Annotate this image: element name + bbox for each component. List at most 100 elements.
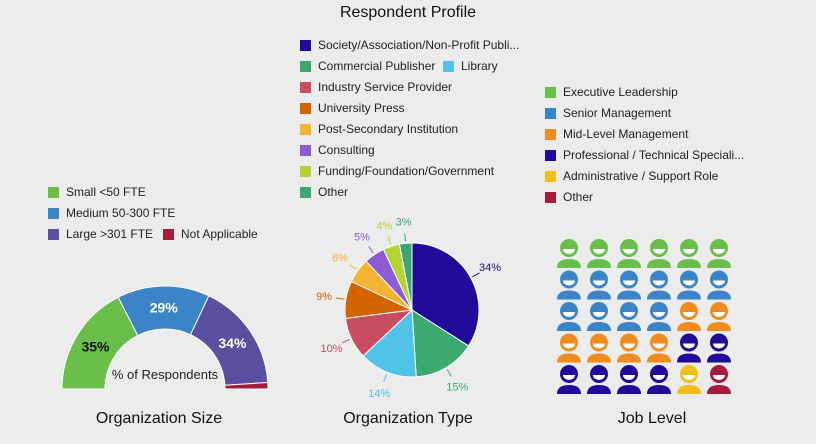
legend-swatch xyxy=(300,186,311,198)
legend-item[interactable]: Commercial Publisher xyxy=(300,59,435,73)
pie-label: 14% xyxy=(368,388,390,400)
pie-leader-line xyxy=(342,338,350,344)
legend-item[interactable]: University Press xyxy=(300,101,405,115)
person-icon xyxy=(647,239,671,268)
pie-leader-line xyxy=(387,236,392,245)
gauge-segment[interactable] xyxy=(224,382,269,390)
pie-leader-line xyxy=(368,246,374,254)
legend-swatch xyxy=(545,191,556,203)
legend-item[interactable]: Library xyxy=(443,59,498,73)
pie-leader-line xyxy=(472,272,480,278)
person-icon xyxy=(647,270,671,300)
legend-label: Library xyxy=(461,59,498,73)
pie-label: 10% xyxy=(320,343,342,355)
legend-item[interactable]: Executive Leadership xyxy=(545,85,678,99)
person-icon xyxy=(677,270,701,300)
legend-swatch xyxy=(300,123,311,135)
person-icon xyxy=(707,239,731,268)
legend-label: Other xyxy=(318,185,349,199)
legend-label: Commercial Publisher xyxy=(318,59,436,73)
org-type-title: Organization Type xyxy=(343,410,473,427)
pie-slice[interactable] xyxy=(398,242,413,311)
person-icon xyxy=(557,270,581,300)
legend-label: Society/Association/Non-Profit Publi... xyxy=(318,38,520,52)
legend-label: Mid-Level Management xyxy=(563,127,689,141)
person-icon xyxy=(557,302,581,331)
legend-swatch xyxy=(300,81,311,93)
person-icon xyxy=(587,239,611,268)
person-icon xyxy=(707,333,731,363)
gauge-label: 35% xyxy=(81,338,110,354)
person-icon xyxy=(587,302,611,331)
legend-label: Funding/Foundation/Government xyxy=(318,164,495,178)
legend-label: Post-Secondary Institution xyxy=(318,122,459,136)
legend-item[interactable]: Industry Service Provider xyxy=(300,80,452,94)
legend-swatch xyxy=(545,149,556,161)
person-icon xyxy=(617,365,641,394)
legend-swatch xyxy=(48,228,59,240)
legend-label: Professional / Technical Speciali... xyxy=(563,148,745,162)
page-title: Respondent Profile xyxy=(339,4,477,21)
legend-swatch xyxy=(545,170,556,182)
person-icon xyxy=(707,270,731,300)
legend-item[interactable]: Consulting xyxy=(300,143,375,157)
legend-swatch xyxy=(300,102,311,114)
legend-item[interactable]: Other xyxy=(300,185,348,199)
legend-item[interactable]: Senior Management xyxy=(545,106,671,120)
legend-swatch xyxy=(163,228,174,240)
pie-label: 3% xyxy=(396,216,412,228)
legend-label: Industry Service Provider xyxy=(318,80,453,94)
pie-label: 9% xyxy=(316,291,332,303)
person-icon xyxy=(677,302,701,331)
legend-item[interactable]: Post-Secondary Institution xyxy=(300,122,458,136)
person-icon xyxy=(647,365,671,394)
person-icon xyxy=(617,333,641,363)
legend-item[interactable]: Mid-Level Management xyxy=(545,127,688,141)
pie-label: 6% xyxy=(332,253,348,265)
legend-item[interactable]: Small <50 FTE xyxy=(48,185,146,199)
person-icon xyxy=(587,333,611,363)
legend-item[interactable]: Not Applicable xyxy=(163,227,258,241)
pie-slice[interactable] xyxy=(411,309,470,378)
legend-item[interactable]: Large >301 FTE xyxy=(48,227,153,241)
legend-swatch xyxy=(300,60,311,72)
legend-item[interactable]: Medium 50-300 FTE xyxy=(48,206,175,220)
legend-label: University Press xyxy=(318,101,405,115)
person-icon xyxy=(677,239,701,268)
person-icon xyxy=(617,270,641,300)
legend-swatch xyxy=(443,60,454,72)
legend-swatch xyxy=(545,107,556,119)
pie-slice[interactable] xyxy=(362,308,417,378)
pie-label: 34% xyxy=(479,262,501,274)
legend-label: Administrative / Support Role xyxy=(563,169,719,183)
legend-swatch xyxy=(300,39,311,51)
legend-swatch xyxy=(545,86,556,98)
person-icon xyxy=(707,365,731,394)
person-icon xyxy=(557,333,581,363)
legend-item[interactable]: Professional / Technical Speciali... xyxy=(545,148,744,162)
legend-label: Senior Management xyxy=(563,106,672,120)
legend-item[interactable]: Funding/Foundation/Government xyxy=(300,164,494,178)
job-level-title: Job Level xyxy=(617,410,687,427)
pie-label: 4% xyxy=(377,220,393,232)
pie-leader-line xyxy=(446,369,452,377)
legend-label: Large >301 FTE xyxy=(66,227,154,241)
legend-swatch xyxy=(545,128,556,140)
person-icon xyxy=(557,239,581,268)
legend-swatch xyxy=(48,207,59,219)
person-icon xyxy=(617,239,641,268)
person-icon xyxy=(677,365,701,394)
person-icon xyxy=(617,302,641,331)
legend-label: Small <50 FTE xyxy=(66,185,146,199)
legend-item[interactable]: Administrative / Support Role xyxy=(545,169,718,183)
person-icon xyxy=(647,302,671,331)
legend-item[interactable]: Other xyxy=(545,190,593,204)
gauge-label: 29% xyxy=(150,300,179,316)
org-size-title: Organization Size xyxy=(95,410,223,427)
person-icon xyxy=(587,270,611,300)
legend-item[interactable]: Society/Association/Non-Profit Publi... xyxy=(300,38,519,52)
pie-leader-line xyxy=(335,297,344,300)
legend-swatch xyxy=(300,165,311,177)
